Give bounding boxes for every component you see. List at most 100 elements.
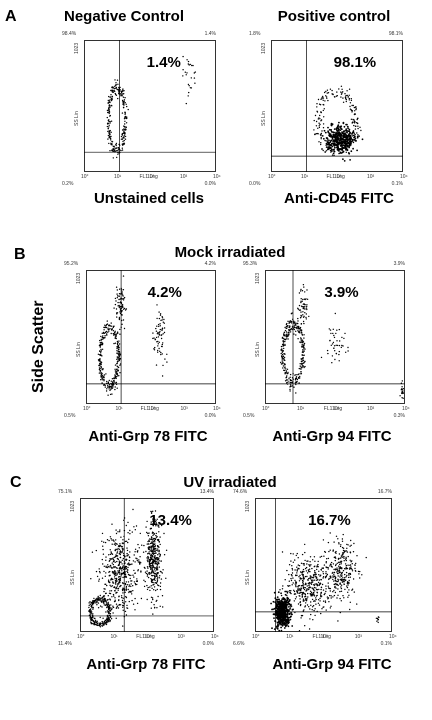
data-point	[341, 552, 344, 554]
data-point	[301, 570, 304, 573]
data-point	[150, 554, 152, 557]
data-point	[108, 554, 110, 556]
data-point	[105, 572, 107, 574]
data-point	[327, 92, 330, 94]
data-point	[116, 358, 118, 360]
data-point	[154, 541, 156, 543]
data-point	[303, 334, 305, 336]
data-point	[151, 570, 153, 572]
data-point	[312, 594, 314, 596]
data-point	[131, 593, 133, 595]
data-point	[156, 575, 158, 577]
data-point	[96, 601, 99, 603]
data-point	[110, 388, 112, 390]
data-point	[346, 146, 348, 148]
data-point	[333, 575, 335, 577]
data-point	[356, 149, 358, 152]
data-point	[340, 143, 342, 145]
data-point	[121, 147, 123, 149]
data-point	[155, 534, 157, 537]
data-point	[333, 142, 336, 145]
data-point	[154, 543, 156, 545]
quadrant-lower-left-value: 0.0%	[249, 181, 261, 187]
data-point	[123, 118, 126, 120]
data-point	[106, 599, 108, 601]
data-point	[322, 600, 325, 602]
data-point	[106, 334, 108, 336]
data-point	[165, 577, 167, 579]
data-point	[342, 345, 344, 347]
data-point	[142, 551, 145, 553]
data-point	[166, 361, 168, 363]
data-point	[91, 622, 93, 625]
data-point	[100, 376, 102, 378]
data-point	[340, 140, 343, 143]
quadrant-lower-right-value: 0.3%	[393, 413, 405, 419]
data-point	[316, 132, 318, 135]
data-point	[116, 79, 119, 81]
data-point	[182, 69, 184, 71]
data-point	[111, 387, 114, 389]
data-point	[290, 560, 292, 562]
data-point	[159, 323, 161, 325]
data-point	[334, 312, 336, 315]
data-point	[188, 85, 190, 87]
data-point	[119, 556, 121, 559]
data-point	[330, 124, 333, 127]
data-point	[165, 549, 168, 551]
data-point	[376, 617, 379, 620]
data-point	[330, 151, 332, 153]
data-point	[109, 105, 111, 107]
data-point	[122, 93, 124, 95]
data-point	[345, 571, 348, 574]
data-point	[325, 588, 327, 590]
data-point	[156, 333, 159, 335]
data-point	[337, 620, 339, 622]
data-point	[329, 590, 331, 592]
data-point	[306, 604, 309, 606]
data-point	[157, 554, 159, 556]
data-point	[96, 604, 98, 606]
data-point	[355, 562, 357, 565]
data-point	[274, 620, 276, 622]
data-point	[125, 588, 127, 590]
data-point	[138, 547, 140, 549]
data-point	[153, 545, 155, 548]
data-point	[124, 132, 126, 134]
x-tick-label: 10⁴	[213, 174, 221, 180]
data-point	[349, 159, 351, 161]
data-point	[140, 562, 142, 564]
data-point	[182, 75, 184, 77]
data-point	[325, 590, 327, 593]
data-point	[126, 563, 129, 565]
data-point	[343, 597, 345, 599]
data-point	[125, 308, 128, 310]
data-point	[300, 562, 303, 564]
data-point	[110, 120, 113, 122]
data-point	[118, 348, 120, 351]
data-point	[110, 380, 112, 382]
data-point	[297, 568, 299, 570]
data-point	[118, 295, 121, 297]
data-point	[116, 607, 118, 609]
data-point	[154, 579, 156, 582]
data-point	[306, 308, 308, 311]
data-point	[305, 298, 307, 300]
data-point	[315, 125, 318, 127]
data-point	[302, 575, 304, 577]
data-point	[300, 358, 302, 360]
data-point	[301, 345, 303, 348]
data-point	[351, 110, 354, 112]
data-point	[107, 580, 110, 583]
data-point	[283, 331, 286, 333]
data-point	[299, 341, 301, 343]
data-point	[117, 370, 119, 372]
data-point	[283, 627, 286, 629]
data-point	[152, 551, 154, 553]
data-point	[153, 586, 156, 588]
data-point	[329, 607, 331, 609]
data-point	[346, 551, 349, 553]
data-point	[107, 328, 109, 331]
data-point	[329, 575, 331, 578]
data-point	[152, 598, 154, 601]
